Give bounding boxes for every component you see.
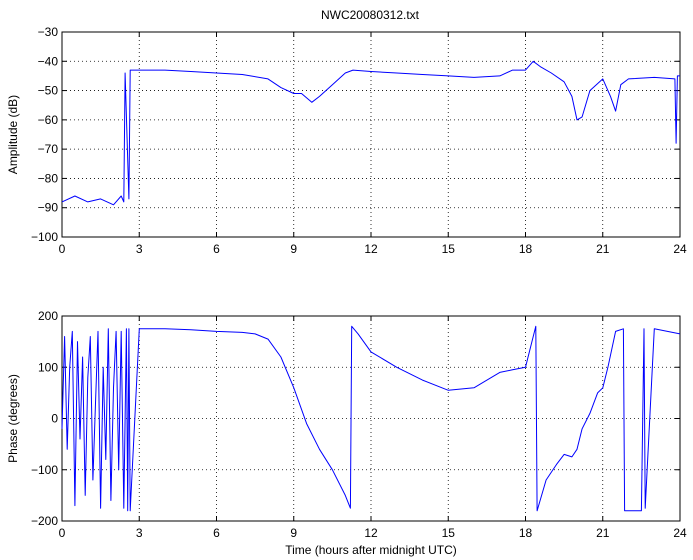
amplitude-xtick-label: 6 (213, 242, 220, 256)
amplitude-xtick-label: 3 (136, 242, 143, 256)
phase-ylabel: Phase (degrees) (6, 374, 20, 463)
phase-xtick-label: 6 (213, 526, 220, 540)
phase-series-group (61, 325, 681, 512)
phase-xtick-label: 24 (673, 526, 687, 540)
amplitude-grid (62, 32, 680, 237)
phase-ytick-label: −200 (31, 514, 58, 528)
amplitude-plot: 0 3 6 9 12 15 18 21 24−100−90−80−70−60−50−40−30 … (6, 25, 687, 256)
phase-xtick-label: 3 (136, 526, 143, 540)
phase-xtick-label: 0 (59, 526, 66, 540)
phase-ytick-label: 200 (38, 309, 58, 323)
amplitude-ticks: 0 3 6 9 12 15 18 21 24 −100 −90 −80 −70 −60 −50 −40 −30 (31, 25, 687, 256)
phase-plot: 0 3 6 9 12 15 18 21 24 −200 −100 0 100 200 Phase (deg… (6, 309, 687, 557)
amplitude-ytick-label: −70 (38, 142, 59, 156)
amplitude-ytick-label: −80 (38, 171, 59, 185)
phase-series-line (61, 325, 681, 512)
amplitude-ytick-label: −90 (38, 201, 59, 215)
phase-ytick-label: 0 (51, 412, 58, 426)
amplitude-ytick-label: −30 (38, 25, 59, 39)
amplitude-xtick-label: 0 (59, 242, 66, 256)
phase-xlabel: Time (hours after midnight UTC) (285, 543, 457, 557)
phase-xtick-label: 15 (442, 526, 456, 540)
amplitude-series-group (61, 60, 680, 206)
phase-xtick-label: 12 (364, 526, 378, 540)
amplitude-ytick-label: −50 (38, 84, 59, 98)
phase-grid (62, 316, 680, 521)
amplitude-xtick-label: 12 (364, 242, 378, 256)
amplitude-xtick-label: 24 (673, 242, 687, 256)
amplitude-axes-frame (61, 31, 681, 238)
phase-xtick-label: 21 (596, 526, 610, 540)
figure-title: NWC20080312.txt (321, 8, 420, 22)
phase-xtick-label: 9 (290, 526, 297, 540)
amplitude-ytick-label: −100 (31, 230, 58, 244)
amplitude-xtick-label: 21 (596, 242, 610, 256)
amplitude-xtick-label: 15 (442, 242, 456, 256)
amplitude-series-line (61, 60, 680, 206)
amplitude-ytick-label: −40 (38, 54, 59, 68)
phase-ytick-label: 100 (38, 360, 58, 374)
phase-ytick-label: −100 (31, 463, 58, 477)
amplitude-ylabel: Amplitude (dB) (6, 95, 20, 174)
phase-ticks: 0 3 6 9 12 15 18 21 24 −200 −100 0 100 200 (31, 309, 687, 540)
amplitude-ytick-label: −60 (38, 113, 59, 127)
phase-xtick-label: 18 (519, 526, 533, 540)
amplitude-xtick-label: 18 (519, 242, 533, 256)
amplitude-xtick-label: 9 (290, 242, 297, 256)
